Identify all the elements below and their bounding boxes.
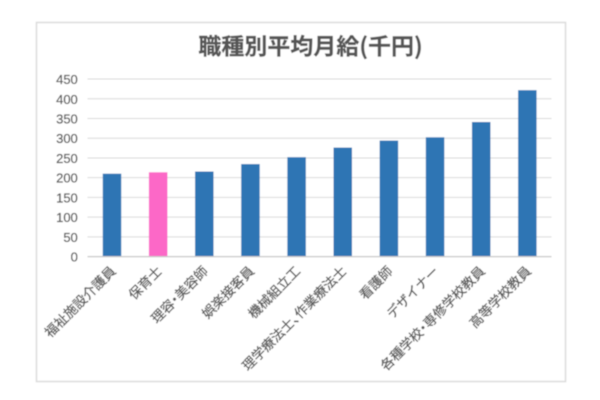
svg-text:150: 150 bbox=[56, 190, 78, 205]
svg-text:50: 50 bbox=[63, 230, 77, 245]
svg-text:100: 100 bbox=[56, 210, 78, 225]
svg-text:0: 0 bbox=[71, 250, 78, 265]
svg-text:250: 250 bbox=[56, 151, 78, 166]
svg-text:450: 450 bbox=[56, 72, 78, 87]
svg-text:350: 350 bbox=[56, 111, 78, 126]
svg-text:300: 300 bbox=[56, 131, 78, 146]
svg-text:200: 200 bbox=[56, 171, 78, 186]
svg-text:400: 400 bbox=[56, 92, 78, 107]
